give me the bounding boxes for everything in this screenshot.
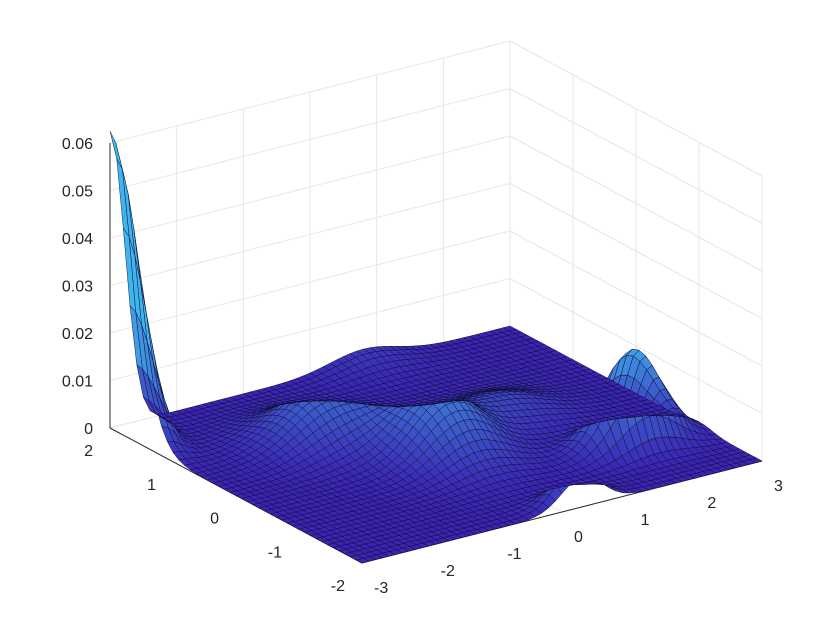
- x-tick-label: 2: [707, 495, 716, 512]
- y-tick-label: 2: [84, 443, 93, 460]
- grid-line: [509, 230, 763, 367]
- grid-line: [109, 278, 511, 381]
- z-tick-label: 0.02: [62, 326, 93, 343]
- surface-cell: [503, 325, 516, 332]
- z-tick-label: 0.03: [62, 279, 93, 296]
- grid-line: [109, 183, 511, 286]
- grid-line: [109, 230, 511, 334]
- grid-line: [109, 135, 511, 239]
- x-tick-label: -3: [374, 580, 388, 597]
- x-tick-label: 0: [574, 529, 583, 546]
- z-tick-label: 0.01: [62, 374, 93, 391]
- tick-labels: 0 0.01 0.02 0.03 0.04 0.05 0.06 -2 -1 0 1 2 -3 -2 -1 0 1…: [62, 136, 783, 597]
- grid-line: [509, 278, 763, 414]
- surface-cell: [109, 130, 123, 170]
- surface-mesh: [109, 130, 763, 564]
- y-tick-label: -1: [268, 544, 282, 561]
- x-tick-label: -1: [507, 546, 521, 563]
- z-tick-label: 0.06: [62, 136, 93, 153]
- x-tick-label: 3: [774, 478, 783, 495]
- y-tick-label: 0: [210, 511, 219, 528]
- z-tick-label: 0: [84, 421, 93, 438]
- z-tick-label: 0.05: [62, 184, 93, 201]
- y-tick-label: -2: [331, 578, 345, 595]
- z-tick-label: 0.04: [62, 231, 93, 248]
- grid-line: [109, 40, 511, 144]
- x-tick-label: -2: [441, 563, 455, 580]
- grid-line: [109, 88, 511, 191]
- grid-line: [509, 88, 763, 224]
- grid-line: [509, 135, 763, 272]
- x-tick-label: 1: [641, 512, 650, 529]
- grid-line: [509, 183, 763, 319]
- grid-line: [509, 40, 763, 177]
- y-tick-label: 1: [147, 477, 156, 494]
